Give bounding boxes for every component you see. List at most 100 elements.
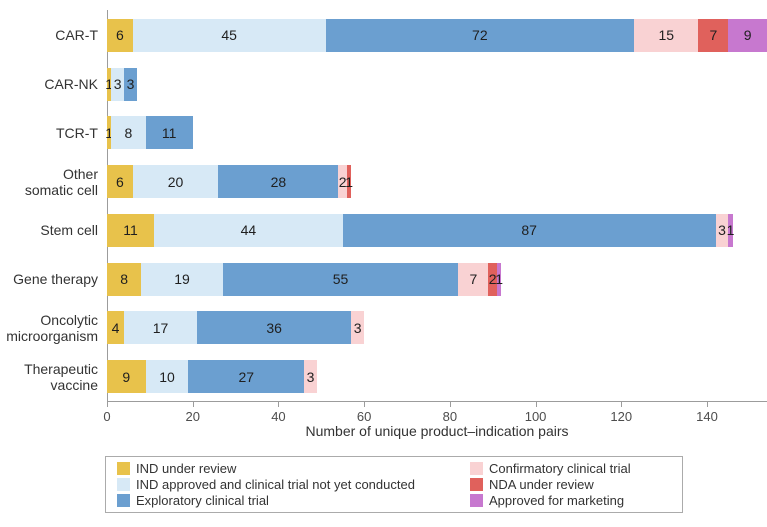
x-axis-line <box>107 401 767 402</box>
bar-value: 27 <box>238 368 255 385</box>
bar-segment: 2 <box>338 165 347 199</box>
bar-value: 1 <box>726 222 735 239</box>
category-label-line: Oncolytic <box>40 311 98 328</box>
bar-value: 1 <box>105 124 114 141</box>
legend-swatch <box>470 477 483 491</box>
x-axis-tick <box>707 402 708 407</box>
category-label: Other somatic cell <box>0 166 107 198</box>
bar-segment: 8 <box>111 116 146 150</box>
bar-value: 36 <box>266 319 282 336</box>
bar-segment: 9 <box>728 18 767 52</box>
bar-row: Other somatic cell 6 20 28 2 1 <box>0 165 767 199</box>
bar-segment: 2 <box>488 262 497 296</box>
bar-segment: 17 <box>124 311 197 345</box>
category-label-line: Therapeutic <box>24 360 98 377</box>
bar-value: 72 <box>472 27 488 44</box>
bar-segment: 3 <box>111 67 125 101</box>
bar-segment: 7 <box>458 262 489 296</box>
category-label-line: Other <box>62 165 98 182</box>
category-label: Stem cell <box>0 222 107 238</box>
bar-row: Stem cell 11 44 87 3 1 <box>0 213 767 247</box>
bar-value: 28 <box>270 173 287 190</box>
legend-item: IND approved and clinical trial not yet … <box>117 477 415 492</box>
legend-label: IND under review <box>136 461 237 477</box>
x-axis-tick-label: 60 <box>356 409 372 424</box>
category-label: Oncolytic microorganism <box>0 312 107 344</box>
bar-segment: 45 <box>132 18 326 52</box>
bar-value: 19 <box>174 271 190 288</box>
bar-value: 11 <box>123 222 138 239</box>
bar-row: Oncolytic microorganism 4 17 36 3 <box>0 311 767 345</box>
legend-box: IND under review IND approved and clinica… <box>105 456 683 513</box>
x-axis-tick <box>621 402 623 407</box>
bar-value: 87 <box>521 222 537 239</box>
bar-value: 55 <box>332 271 349 288</box>
bar-value: 9 <box>122 368 131 385</box>
category-label: TCR-T <box>0 125 107 141</box>
bar-value: 1 <box>345 173 354 190</box>
category-label-line: CAR-T <box>55 27 98 44</box>
bar-segment: 11 <box>107 213 155 247</box>
x-axis-tick <box>364 402 366 407</box>
bar-value: 6 <box>115 173 124 190</box>
bar-segment: 1 <box>105 116 114 150</box>
bar-value: 2 <box>488 271 497 288</box>
category-label-line: CAR-NK <box>44 76 98 93</box>
category-label-line: Gene therapy <box>13 271 98 288</box>
bar-row: CAR-T 6 45 72 15 7 9 <box>0 18 767 52</box>
y-axis-line <box>107 10 108 401</box>
legend-label: NDA under review <box>489 476 594 492</box>
category-label-line: vaccine <box>50 376 98 393</box>
category-label: Therapeutic vaccine <box>0 361 107 393</box>
category-label-line: Stem cell <box>40 222 98 239</box>
x-axis-title: Number of unique product–indication pair… <box>305 423 569 439</box>
x-axis-tick-label: 80 <box>442 409 458 424</box>
bar-segment: 3 <box>304 360 317 394</box>
bar-value: 11 <box>161 124 177 141</box>
category-label-line: microorganism <box>6 327 98 344</box>
bar-value: 7 <box>709 27 718 44</box>
x-axis-tick-label: 100 <box>524 409 547 424</box>
x-axis-tick <box>535 402 537 407</box>
category-label-line: TCR-T <box>56 124 98 141</box>
x-axis-tick-label: 140 <box>696 409 718 424</box>
bar-stack: 11 44 87 3 1 <box>107 213 735 247</box>
bar-segment: 9 <box>107 360 146 394</box>
legend-swatch <box>117 477 130 491</box>
category-label: CAR-NK <box>0 76 107 92</box>
bar-row: Therapeutic vaccine 9 10 27 3 <box>0 360 767 394</box>
legend-item: Confirmatory clinical trial <box>470 461 631 476</box>
x-axis-tick <box>278 402 280 407</box>
bar-row: Gene therapy 8 19 55 7 2 1 <box>0 262 767 296</box>
x-axis-tick <box>449 402 451 407</box>
bar-value: 9 <box>743 27 752 44</box>
bar-segment: 28 <box>218 165 339 199</box>
bar-value: 3 <box>718 222 726 239</box>
bar-segment: 3 <box>715 213 729 247</box>
category-label-line: somatic cell <box>24 181 98 198</box>
bar-segment: 72 <box>325 18 635 52</box>
bar-segment: 8 <box>107 262 142 296</box>
bar-value: 8 <box>124 124 133 141</box>
bar-value: 3 <box>306 368 315 385</box>
bar-stack: 6 20 28 2 1 <box>107 165 354 199</box>
bar-segment: 1 <box>495 262 503 296</box>
bar-value: 3 <box>353 319 362 336</box>
x-axis-tick-label: 0 <box>103 409 111 424</box>
category-label: CAR-T <box>0 27 107 43</box>
bar-segment: 44 <box>154 213 343 247</box>
bar-segment: 1 <box>726 213 735 247</box>
bar-segment: 3 <box>351 311 365 345</box>
bar-rows-area: CAR-T 6 45 72 15 7 9 CAR-NK 1 3 3 TCR-T 1 8 11 Other som… <box>0 11 767 401</box>
bar-segment: 15 <box>634 18 699 52</box>
bar-segment: 87 <box>342 213 716 247</box>
bar-segment: 19 <box>141 262 223 296</box>
bar-segment: 11 <box>145 116 193 150</box>
bar-segment: 55 <box>222 262 459 296</box>
bar-value: 7 <box>469 271 478 288</box>
legend-column-left: IND under review IND approved and clinica… <box>117 457 415 512</box>
legend-label: Confirmatory clinical trial <box>489 461 631 477</box>
bar-segment: 3 <box>124 67 137 101</box>
